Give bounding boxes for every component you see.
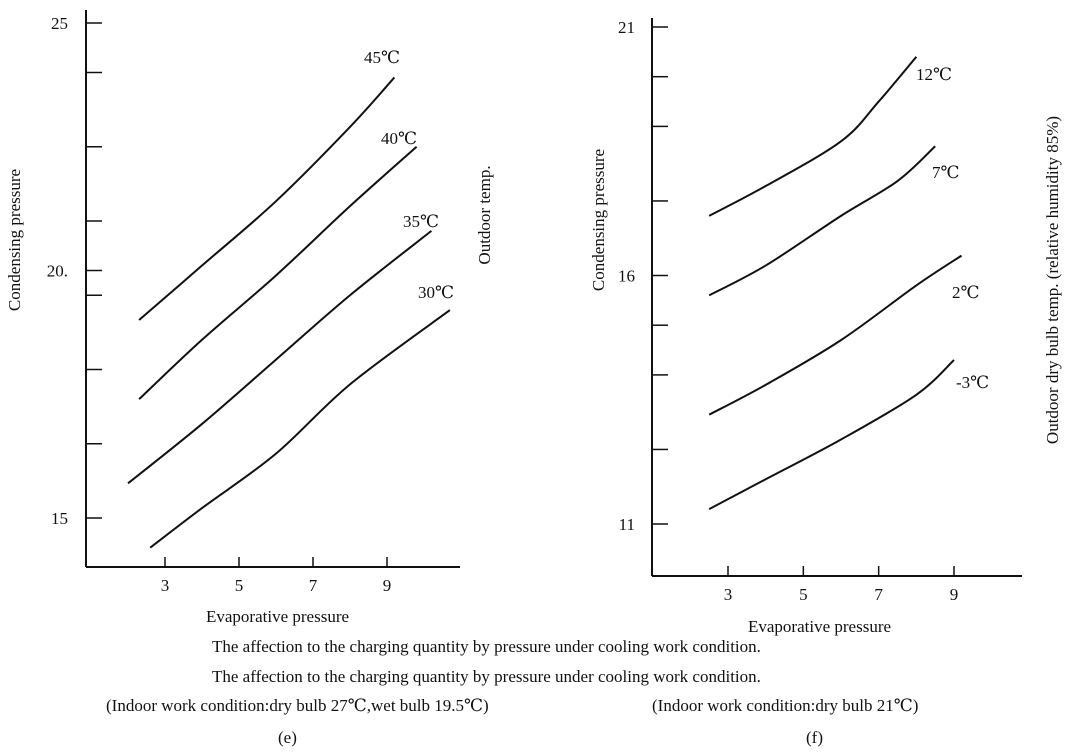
series-label-f-0: 12℃ — [916, 65, 952, 84]
indoor-condition-f: (Indoor work condition:dry bulb 21℃) — [652, 696, 919, 715]
x-tick-label-e: 3 — [161, 576, 170, 595]
x-tick-label-e: 7 — [309, 576, 318, 595]
series-axis-title-e: Outdoor temp. — [475, 165, 494, 264]
series-label-f-1: 7℃ — [932, 163, 960, 182]
series-line-e-1 — [138, 146, 418, 400]
series-label-f-3: -3℃ — [956, 373, 989, 392]
series-line-f-2 — [708, 254, 963, 416]
series-line-f-0 — [708, 56, 918, 217]
x-tick-label-f: 5 — [799, 585, 808, 604]
caption-line-1: The affection to the charging quantity b… — [212, 637, 761, 656]
subfigure-label-e: (e) — [278, 728, 297, 747]
series-axis-title-f: Outdoor dry bulb temp. (relative humidit… — [1043, 116, 1062, 444]
indoor-condition-e: (Indoor work condition:dry bulb 27℃,wet … — [106, 696, 489, 715]
series-label-e-1: 40℃ — [381, 129, 417, 148]
y-axis-title-e: Condensing pressure — [5, 169, 24, 311]
y-axis-title-f: Condensing pressure — [589, 149, 608, 291]
x-tick-label-f: 7 — [874, 585, 883, 604]
y-tick-label-e: 20. — [47, 262, 68, 281]
series-line-e-3 — [149, 309, 451, 549]
series-label-f-2: 2℃ — [952, 283, 980, 302]
series-label-e-3: 30℃ — [418, 283, 454, 302]
series-line-f-1 — [708, 145, 936, 297]
caption-line-2: The affection to the charging quantity b… — [212, 667, 761, 686]
x-tick-label-f: 3 — [724, 585, 733, 604]
series-label-e-0: 45℃ — [364, 48, 400, 67]
y-tick-label-f: 16 — [618, 267, 635, 286]
series-label-e-2: 35℃ — [403, 212, 439, 231]
subfigure-label-f: (f) — [806, 728, 823, 747]
x-axis-title-e: Evaporative pressure — [206, 607, 349, 626]
x-tick-label-e: 5 — [235, 576, 244, 595]
series-line-f-3 — [708, 359, 955, 510]
x-tick-label-f: 9 — [950, 585, 959, 604]
y-tick-label-e: 25 — [51, 14, 68, 33]
y-tick-label-e: 15 — [51, 509, 68, 528]
x-tick-label-e: 9 — [383, 576, 392, 595]
y-tick-label-f: 21 — [618, 18, 635, 37]
series-line-e-0 — [138, 76, 396, 321]
x-axis-title-f: Evaporative pressure — [748, 617, 891, 636]
series-line-e-2 — [127, 230, 433, 485]
y-tick-label-f: 11 — [619, 515, 635, 534]
